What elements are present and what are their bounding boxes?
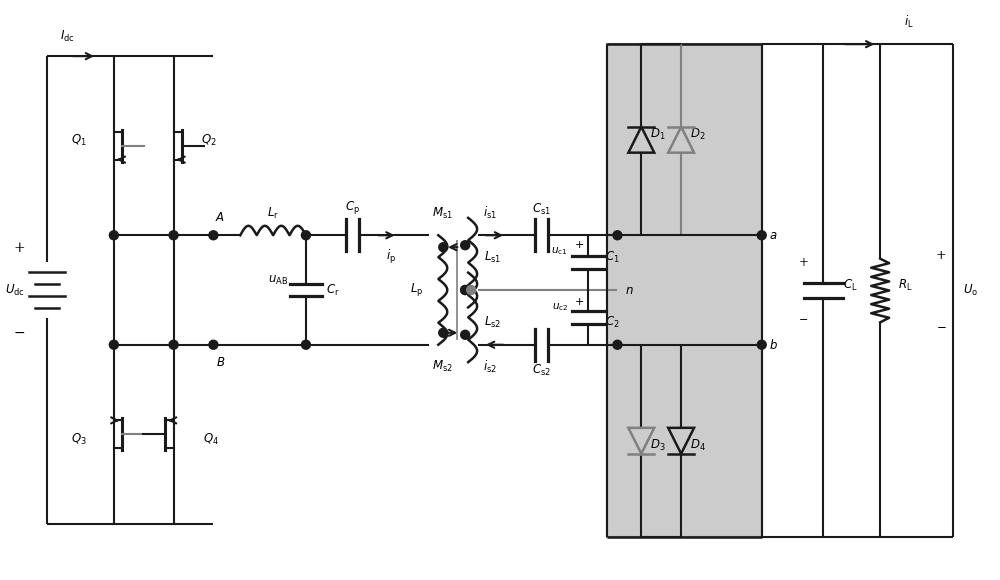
Circle shape: [209, 231, 218, 240]
Circle shape: [613, 340, 622, 349]
Circle shape: [301, 340, 310, 349]
Text: $u_{\rm AB}$: $u_{\rm AB}$: [268, 274, 288, 287]
Text: $Q_3$: $Q_3$: [71, 432, 87, 447]
Text: $i_{\rm s1}$: $i_{\rm s1}$: [483, 205, 497, 222]
Circle shape: [757, 231, 766, 240]
Text: $C_{\rm s2}$: $C_{\rm s2}$: [532, 363, 551, 378]
Circle shape: [461, 285, 470, 295]
Text: +: +: [575, 240, 584, 250]
Text: +: +: [14, 241, 25, 255]
Circle shape: [169, 231, 178, 240]
Text: $M_{\rm s2}$: $M_{\rm s2}$: [432, 359, 453, 374]
Circle shape: [439, 242, 448, 252]
Text: $U_{\rm o}$: $U_{\rm o}$: [963, 283, 978, 298]
Text: +: +: [799, 256, 808, 269]
Text: $C_{\rm L}$: $C_{\rm L}$: [843, 278, 858, 293]
Text: $U_{\rm dc}$: $U_{\rm dc}$: [5, 282, 25, 298]
Circle shape: [467, 285, 476, 295]
Text: $D_4$: $D_4$: [690, 438, 706, 454]
Text: +: +: [936, 249, 946, 262]
Circle shape: [461, 285, 470, 295]
Text: $Q_2$: $Q_2$: [201, 133, 216, 148]
Text: +: +: [575, 298, 584, 307]
Text: $u_{\rm c1}$: $u_{\rm c1}$: [551, 245, 568, 256]
Text: $L_{\rm r}$: $L_{\rm r}$: [267, 206, 279, 221]
Text: $D_1$: $D_1$: [650, 127, 666, 142]
Text: $R_{\rm L}$: $R_{\rm L}$: [898, 278, 912, 293]
Text: $-$: $-$: [13, 325, 25, 339]
Circle shape: [301, 231, 310, 240]
Text: $A$: $A$: [215, 211, 225, 224]
Text: $-$: $-$: [798, 313, 809, 324]
Circle shape: [757, 340, 766, 349]
Text: $L_{\rm s1}$: $L_{\rm s1}$: [484, 250, 502, 265]
Text: $C_{\rm p}$: $C_{\rm p}$: [345, 199, 360, 216]
Text: $a$: $a$: [769, 229, 778, 242]
Text: $D_2$: $D_2$: [690, 127, 706, 142]
Text: $n$: $n$: [625, 284, 634, 296]
Circle shape: [109, 231, 118, 240]
Text: $b$: $b$: [769, 338, 778, 351]
Text: $C_2$: $C_2$: [605, 315, 620, 330]
Circle shape: [439, 328, 448, 338]
Text: $L_{\rm s2}$: $L_{\rm s2}$: [484, 315, 502, 330]
Text: $Q_1$: $Q_1$: [71, 133, 87, 148]
Circle shape: [461, 330, 470, 339]
Circle shape: [613, 231, 622, 240]
Text: $D_3$: $D_3$: [650, 438, 666, 454]
Text: $I_{\rm dc}$: $I_{\rm dc}$: [60, 28, 74, 44]
Text: $C_1$: $C_1$: [605, 250, 620, 265]
Circle shape: [169, 340, 178, 349]
Text: $C_{\rm r}$: $C_{\rm r}$: [326, 282, 340, 298]
Text: $i_{\rm p}$: $i_{\rm p}$: [386, 248, 396, 266]
Text: $u_{\rm c2}$: $u_{\rm c2}$: [552, 302, 568, 313]
Circle shape: [109, 340, 118, 349]
Text: $L_{\rm p}$: $L_{\rm p}$: [410, 281, 423, 299]
Text: $C_{\rm s1}$: $C_{\rm s1}$: [532, 202, 551, 217]
Text: $Q_4$: $Q_4$: [203, 432, 219, 447]
Bar: [607, 44, 762, 537]
Text: $M_{\rm s1}$: $M_{\rm s1}$: [432, 206, 453, 221]
Text: $-$: $-$: [936, 319, 946, 332]
Circle shape: [461, 241, 470, 250]
Circle shape: [209, 340, 218, 349]
Text: $B$: $B$: [216, 356, 225, 369]
Text: $i_{\rm L}$: $i_{\rm L}$: [904, 14, 914, 30]
Text: $i_{\rm s2}$: $i_{\rm s2}$: [483, 358, 497, 375]
